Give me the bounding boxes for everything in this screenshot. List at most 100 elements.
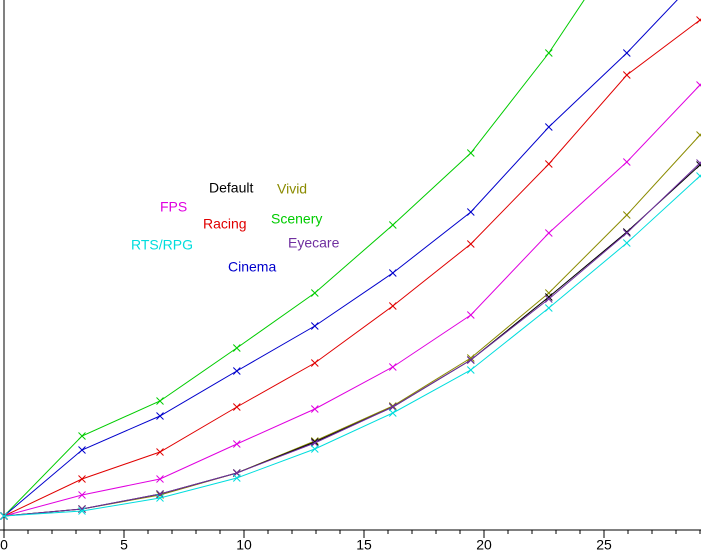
marker-stroke — [310, 289, 319, 297]
marker-stroke — [696, 83, 701, 89]
marker-stroke — [466, 354, 475, 362]
point-marker — [544, 49, 553, 57]
point-marker — [156, 448, 164, 456]
point-marker — [544, 229, 553, 237]
legend-label: Default — [209, 180, 253, 196]
marker-stroke — [622, 49, 631, 57]
point-marker — [622, 158, 631, 166]
series-line — [3, 84, 701, 517]
marker-stroke — [466, 356, 475, 364]
point-marker — [696, 131, 701, 139]
legend-label: Racing — [203, 216, 247, 232]
point-marker — [388, 363, 397, 371]
marker-stroke — [156, 397, 164, 405]
point-marker — [78, 507, 86, 515]
marker-stroke — [310, 445, 319, 453]
point-marker — [232, 367, 241, 375]
x-tick-label: 10 — [236, 537, 252, 551]
marker-stroke — [388, 269, 397, 277]
marker-stroke — [232, 474, 241, 482]
marker-stroke — [466, 149, 475, 157]
point-marker — [466, 366, 475, 374]
point-marker — [310, 322, 319, 330]
legend-label: Cinema — [228, 259, 276, 275]
marker-stroke — [466, 311, 475, 319]
point-marker — [544, 295, 553, 303]
series-line — [3, 175, 701, 517]
series-line — [3, 19, 701, 517]
point-marker — [388, 269, 397, 277]
point-marker — [544, 160, 553, 168]
marker-stroke — [78, 475, 86, 483]
point-marker — [466, 311, 475, 319]
marker-stroke — [622, 71, 631, 79]
point-marker — [544, 123, 553, 131]
point-marker — [232, 440, 241, 448]
marker-stroke — [696, 161, 701, 167]
point-marker — [310, 289, 319, 297]
legend-label: Scenery — [271, 211, 322, 227]
point-marker — [544, 304, 553, 312]
marker-stroke — [388, 221, 397, 229]
point-marker — [388, 221, 397, 229]
point-marker — [156, 412, 164, 420]
marker-stroke — [622, 158, 631, 166]
marker-stroke — [156, 448, 164, 456]
point-marker — [696, 16, 701, 24]
marker-stroke — [232, 440, 241, 448]
marker-stroke — [466, 366, 475, 374]
point-marker — [310, 439, 319, 447]
legend-label: FPS — [160, 199, 187, 215]
point-marker — [156, 475, 164, 483]
series-line — [3, 0, 585, 517]
marker-stroke — [544, 293, 553, 301]
marker-stroke — [544, 49, 553, 57]
series-line — [3, 134, 701, 517]
marker-stroke — [156, 412, 164, 420]
marker-stroke — [78, 491, 86, 499]
point-marker — [78, 491, 86, 499]
series-line — [3, 162, 701, 517]
marker-stroke — [622, 239, 631, 247]
marker-stroke — [0, 512, 8, 520]
marker-stroke — [78, 432, 86, 440]
marker-stroke — [544, 295, 553, 303]
series-line — [3, 164, 701, 517]
x-tick-label: 5 — [120, 537, 128, 551]
marker-stroke — [696, 163, 701, 169]
point-marker — [310, 359, 319, 367]
x-tick-label: 15 — [356, 537, 372, 551]
point-marker — [466, 208, 475, 216]
marker-stroke — [622, 211, 631, 219]
marker-stroke — [544, 123, 553, 131]
point-marker — [622, 229, 631, 237]
marker-stroke — [78, 446, 86, 454]
point-marker — [388, 403, 397, 411]
point-marker — [78, 432, 86, 440]
point-marker — [696, 161, 701, 169]
point-marker — [622, 239, 631, 247]
marker-stroke — [466, 240, 475, 248]
point-marker — [78, 446, 86, 454]
marker-stroke — [156, 491, 164, 499]
marker-stroke — [232, 344, 241, 352]
marker-stroke — [466, 208, 475, 216]
marker-stroke — [310, 359, 319, 367]
x-tick-label: 0 — [0, 537, 8, 551]
point-marker — [544, 293, 553, 301]
point-marker — [388, 302, 397, 310]
marker-stroke — [232, 403, 241, 411]
point-marker — [310, 405, 319, 413]
point-marker — [232, 474, 241, 482]
point-marker — [232, 344, 241, 352]
legend-label: RTS/RPG — [131, 237, 193, 253]
marker-stroke — [310, 322, 319, 330]
point-marker — [696, 81, 701, 89]
point-marker — [310, 445, 319, 453]
point-marker — [466, 149, 475, 157]
marker-stroke — [388, 363, 397, 371]
marker-stroke — [388, 302, 397, 310]
point-marker — [696, 172, 701, 180]
marker-stroke — [156, 475, 164, 483]
